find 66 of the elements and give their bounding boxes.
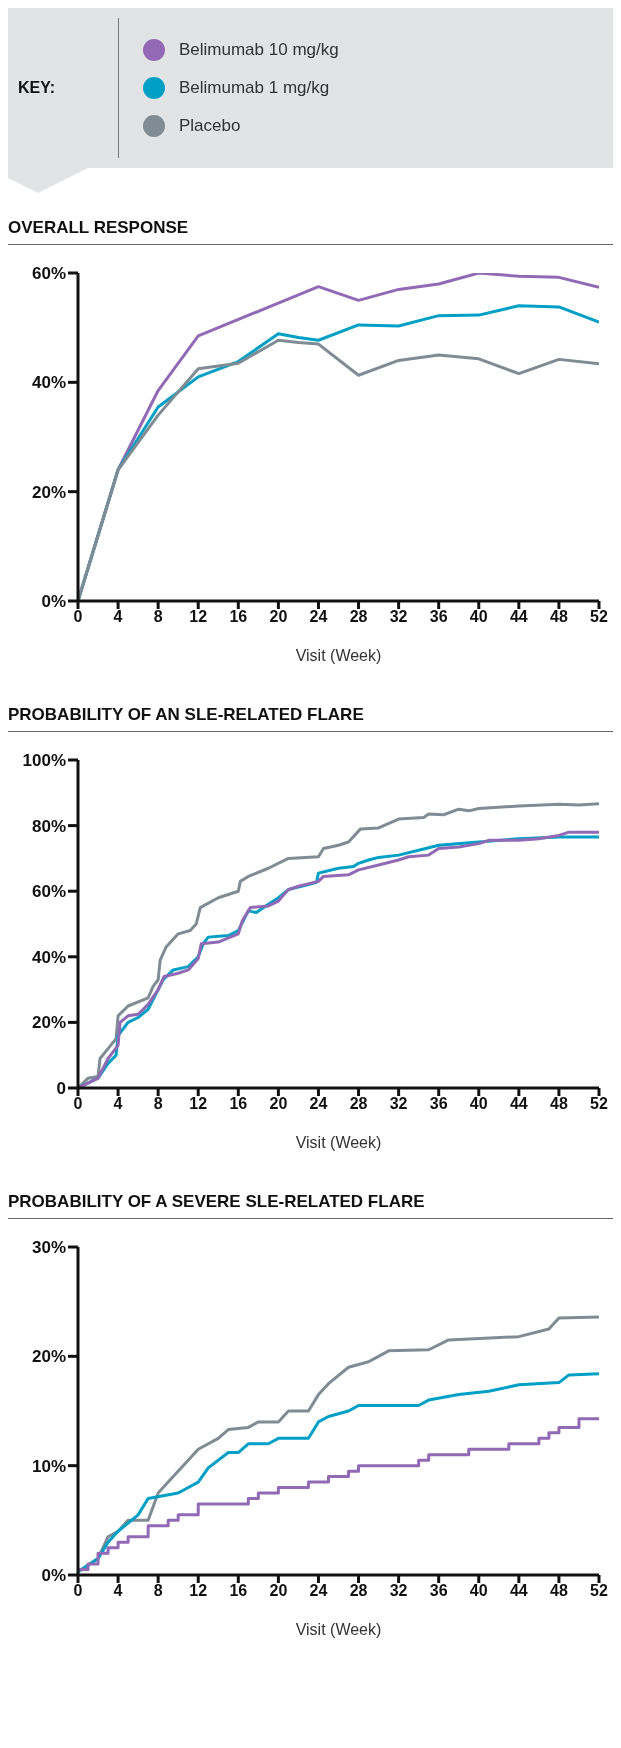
y-tick-label: 40% (31, 947, 66, 967)
x-tick-label: 8 (153, 608, 163, 626)
y-tick-label: 0% (41, 592, 66, 612)
x-tick-label: 0 (73, 1095, 83, 1113)
y-tick-label: 40% (31, 373, 66, 393)
x-tick-label: 32 (389, 1095, 408, 1113)
x-axis-title: Visit (Week) (295, 1134, 382, 1151)
legend-title: KEY: (17, 79, 57, 97)
x-tick-label: 4 (113, 608, 123, 626)
x-tick-label: 28 (349, 1582, 368, 1600)
y-tick-label: 60% (31, 882, 66, 902)
x-axis-title: Visit (Week) (295, 647, 382, 664)
y-tick-label: 80% (31, 816, 66, 836)
x-tick-label: 52 (590, 1095, 608, 1113)
x-tick-label: 48 (550, 1582, 568, 1600)
legend-label: Belimumab 10 mg/kg (179, 40, 339, 60)
chart-title: PROBABILITY OF A SEVERE SLE-RELATED FLARE (8, 1192, 613, 1219)
y-tick-label: 0 (56, 1079, 66, 1099)
x-tick-label: 28 (349, 1095, 368, 1113)
y-tick-label: 20% (31, 1013, 66, 1033)
x-tick-label: 28 (349, 608, 368, 626)
y-tick-label: 60% (31, 264, 66, 284)
x-tick-label: 24 (309, 1095, 328, 1113)
y-tick-label: 30% (31, 1238, 66, 1258)
x-tick-label: 20 (269, 608, 288, 626)
x-tick-label: 16 (229, 608, 248, 626)
y-tick-label: 100% (22, 751, 66, 771)
y-tick-label: 0% (41, 1566, 66, 1586)
x-tick-label: 40 (469, 1095, 488, 1113)
x-tick-label: 8 (153, 1582, 163, 1600)
x-tick-label: 52 (590, 608, 608, 626)
x-tick-label: 36 (429, 1582, 448, 1600)
x-tick-label: 24 (309, 608, 328, 626)
x-tick-label: 20 (269, 1582, 288, 1600)
x-tick-label: 24 (309, 1582, 328, 1600)
x-tick-label: 0 (73, 608, 83, 626)
x-tick-label: 8 (153, 1095, 163, 1113)
x-tick-label: 12 (189, 608, 208, 626)
x-axis-title: Visit (Week) (295, 1621, 382, 1638)
x-tick-label: 0 (73, 1582, 83, 1600)
x-tick-label: 40 (469, 608, 488, 626)
x-tick-label: 4 (113, 1582, 123, 1600)
chart-title: OVERALL RESPONSE (8, 218, 613, 245)
y-tick-label: 20% (31, 1347, 66, 1367)
x-tick-label: 48 (550, 1095, 568, 1113)
x-tick-label: 40 (469, 1582, 488, 1600)
y-tick-label: 10% (31, 1456, 66, 1476)
x-tick-label: 16 (229, 1582, 248, 1600)
x-tick-label: 20 (269, 1095, 288, 1113)
x-tick-label: 44 (509, 1095, 528, 1113)
x-tick-label: 32 (389, 1582, 408, 1600)
x-tick-label: 36 (429, 1095, 448, 1113)
x-tick-label: 32 (389, 608, 408, 626)
legend-label: Belimumab 1 mg/kg (179, 78, 330, 98)
y-tick-label: 20% (31, 482, 66, 502)
x-tick-label: 44 (509, 608, 528, 626)
x-tick-label: 12 (189, 1095, 208, 1113)
x-tick-label: 12 (189, 1582, 208, 1600)
x-tick-label: 36 (429, 608, 448, 626)
x-tick-label: 48 (550, 608, 568, 626)
x-tick-label: 16 (229, 1095, 248, 1113)
chart-title: PROBABILITY OF AN SLE-RELATED FLARE (8, 705, 613, 732)
x-tick-label: 4 (113, 1095, 123, 1113)
legend-label: Placebo (179, 116, 241, 136)
x-tick-label: 44 (509, 1582, 528, 1600)
x-tick-label: 52 (590, 1582, 608, 1600)
